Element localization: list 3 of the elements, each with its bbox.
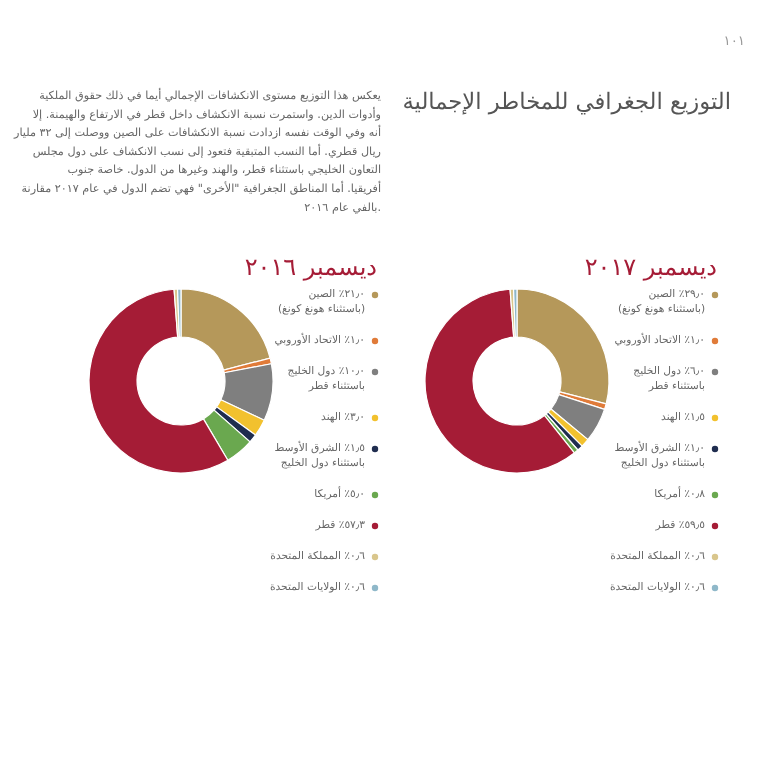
chart-title: التوزيع الجغرافي للمخاطر الإجمالية [402,87,732,115]
chart-subtitle: ديسمبر ٢٠١٧ [584,253,718,281]
chart-subtitle: ديسمبر ٢٠١٦ [244,253,378,281]
